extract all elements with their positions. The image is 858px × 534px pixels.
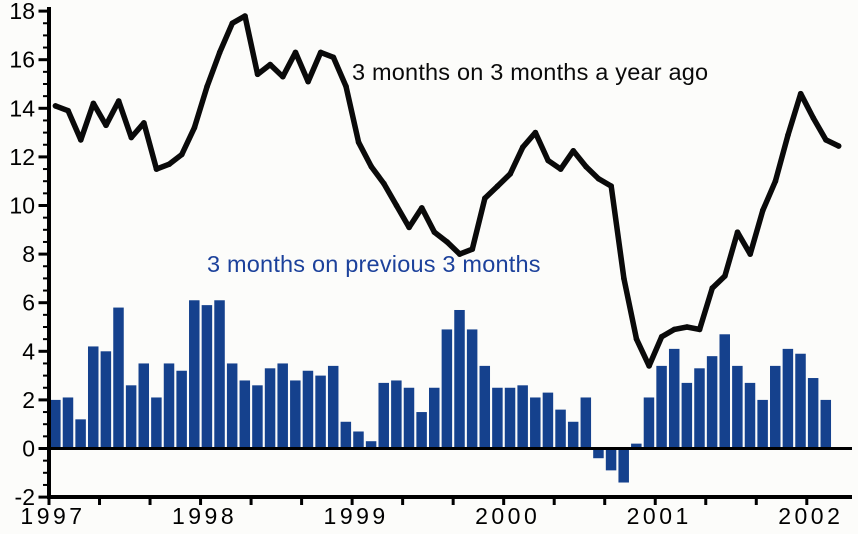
svg-text:10: 10	[9, 193, 35, 219]
svg-text:2000: 2000	[475, 503, 540, 529]
svg-text:1999: 1999	[324, 503, 389, 529]
svg-text:12: 12	[9, 144, 35, 170]
line-series-label: 3 months on 3 months a year ago	[352, 59, 709, 85]
svg-text:-2: -2	[15, 484, 35, 510]
svg-text:16: 16	[9, 47, 35, 73]
svg-text:2001: 2001	[627, 503, 692, 529]
svg-text:4: 4	[22, 338, 35, 364]
svg-text:14: 14	[9, 95, 35, 121]
svg-text:8: 8	[22, 241, 35, 267]
svg-text:0: 0	[22, 436, 35, 462]
svg-text:1997: 1997	[20, 503, 85, 529]
svg-text:2: 2	[22, 387, 35, 413]
svg-text:6: 6	[22, 290, 35, 316]
svg-text:1998: 1998	[172, 503, 237, 529]
svg-text:2002: 2002	[778, 503, 843, 529]
bar-series-label: 3 months on previous 3 months	[207, 251, 541, 277]
svg-text:18: 18	[9, 0, 35, 24]
